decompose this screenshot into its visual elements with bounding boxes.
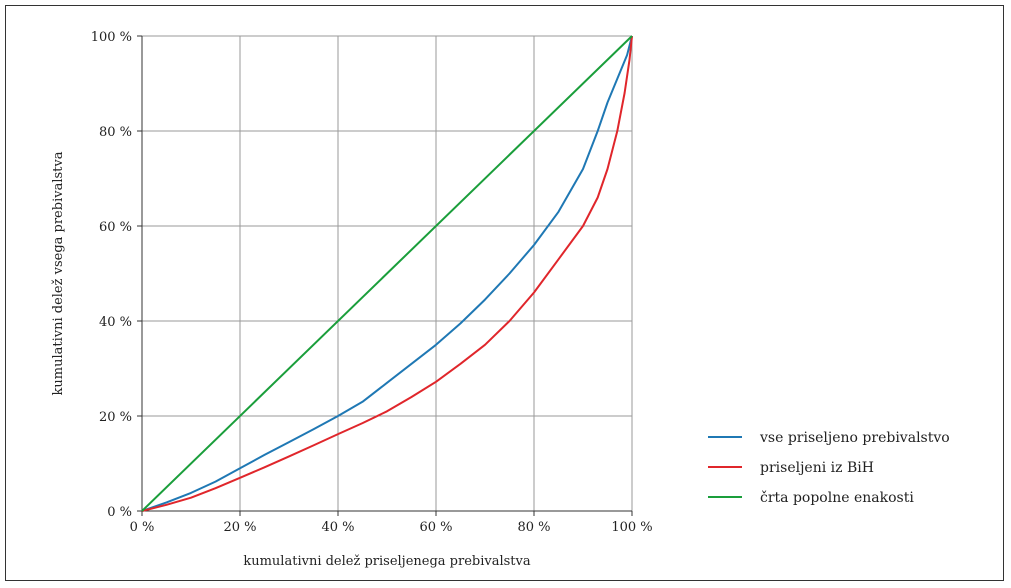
y-tick-label: 100 % bbox=[91, 30, 132, 45]
series-line-2 bbox=[141, 35, 633, 512]
y-tick-label: 60 % bbox=[99, 220, 132, 235]
x-tick-label: 20 % bbox=[223, 520, 256, 535]
y-axis-title: kumulativni delež vsega prebivalstva bbox=[51, 151, 66, 395]
grid bbox=[137, 35, 633, 516]
series-line-1 bbox=[141, 35, 633, 512]
chart-frame bbox=[5, 5, 1004, 581]
legend-label-2: priseljeni iz BiH bbox=[760, 460, 874, 476]
series-lines bbox=[141, 35, 633, 512]
legend-label-3: črta popolne enakosti bbox=[760, 490, 914, 506]
x-tick-label: 80 % bbox=[517, 520, 550, 535]
legend-label-1: vse priseljeno prebivalstvo bbox=[759, 430, 950, 446]
x-tick-label: 100 % bbox=[611, 520, 652, 535]
tick-labels: 0 % 20 % 40 % 60 % 80 % 100 % 0 % 20 % 40 % 60 % 8… bbox=[91, 30, 653, 535]
series-line-3 bbox=[141, 35, 633, 512]
y-tick-label: 80 % bbox=[99, 125, 132, 140]
y-tick-label: 20 % bbox=[99, 410, 132, 425]
x-tick-label: 60 % bbox=[419, 520, 452, 535]
y-tick-label: 40 % bbox=[99, 315, 132, 330]
x-axis-title: kumulativni delež priseljenega prebivals… bbox=[243, 554, 531, 569]
legend: vse priseljeno prebivalstvo priseljeni iz… bbox=[708, 430, 950, 506]
x-tick-label: 40 % bbox=[321, 520, 354, 535]
x-tick-label: 0 % bbox=[130, 520, 155, 535]
y-tick-label: 0 % bbox=[107, 505, 132, 520]
